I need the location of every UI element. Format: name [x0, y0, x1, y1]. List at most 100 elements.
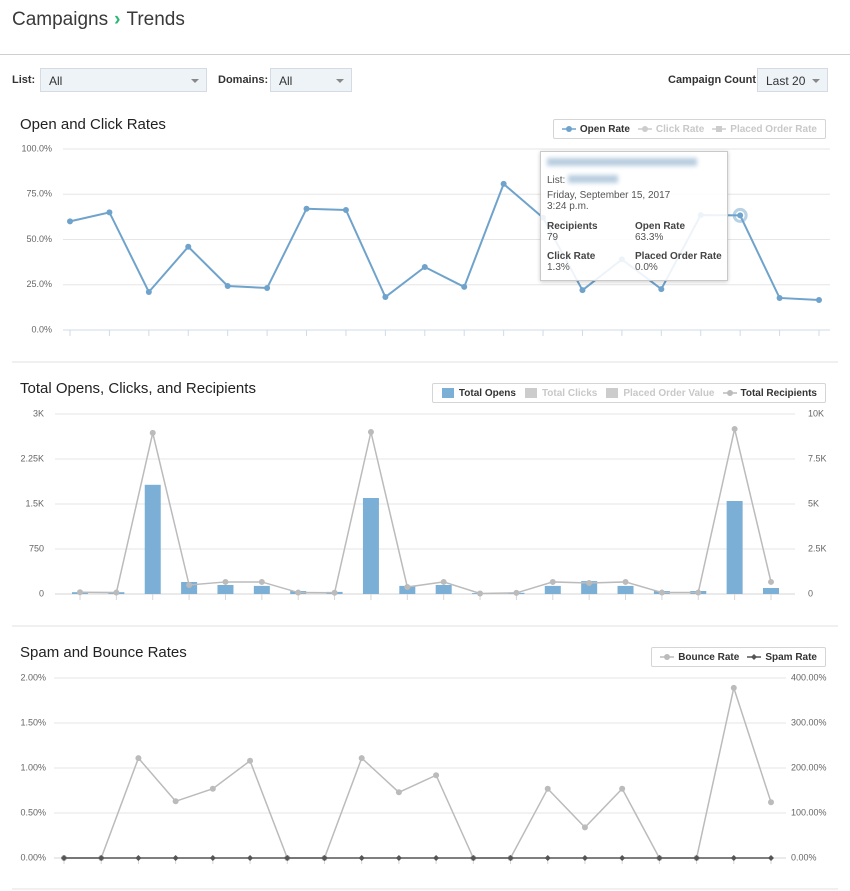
legend-marker: [747, 654, 762, 660]
point: [303, 205, 310, 212]
point: [77, 589, 83, 596]
filter-select[interactable]: All: [270, 68, 352, 92]
bar: [726, 501, 743, 594]
point: [619, 855, 626, 861]
breadcrumb-link[interactable]: Campaigns: [12, 9, 109, 30]
legend-item[interactable]: Total Recipients: [722, 387, 818, 399]
point: [768, 799, 774, 806]
point: [440, 578, 447, 585]
point: [731, 425, 738, 432]
filter-label: List:: [12, 74, 36, 86]
legend-item[interactable]: Spam Rate: [747, 652, 817, 663]
bar: [144, 484, 161, 594]
point: [816, 296, 822, 303]
point: [395, 789, 402, 796]
legend-item[interactable]: Click Rate: [637, 123, 705, 135]
legend-label: Open Rate: [579, 123, 630, 135]
y2-tick-label: 200.00%: [791, 762, 827, 772]
bar: [581, 581, 598, 594]
y-tick-label: 1.00%: [20, 762, 46, 772]
point: [768, 578, 774, 585]
point: [581, 824, 588, 831]
y-tick-label: 0.50%: [20, 807, 46, 817]
point: [98, 855, 105, 861]
point: [433, 772, 440, 779]
y-tick-label: 1.50%: [20, 717, 46, 727]
point: [209, 785, 216, 792]
legend-swatch: [441, 388, 454, 398]
point: [113, 589, 120, 596]
filter-label: Campaign Count:: [668, 74, 760, 86]
blurred-title: [547, 158, 697, 166]
tooltip-item: Click Rate 1.3%: [547, 251, 635, 273]
legend: Bounce Rate Spam Rate: [651, 647, 826, 667]
legend-item[interactable]: Placed Order Value: [605, 387, 715, 399]
y-tick-label: 100.0%: [21, 143, 52, 153]
point: [544, 785, 551, 792]
tooltip-date: Friday, September 15, 2017: [547, 190, 671, 201]
legend-label: Placed Order Value: [623, 387, 715, 399]
y2-tick-label: 400.00%: [791, 672, 827, 682]
y2-tick-label: 100.00%: [791, 807, 827, 817]
legend-label: Click Rate: [655, 123, 705, 135]
legend-marker: [524, 388, 537, 398]
point: [500, 180, 507, 187]
point: [224, 283, 231, 290]
y-tick-label: 750: [29, 543, 44, 553]
legend-item[interactable]: Total Opens: [441, 388, 516, 399]
legend-marker: [441, 388, 454, 398]
point: [477, 590, 484, 597]
point: [331, 589, 338, 596]
tooltip-item-value: 63.3%: [635, 232, 664, 243]
point: [61, 855, 67, 861]
tooltip-item: Placed Order Rate 0.0%: [635, 251, 723, 273]
legend-swatch: [606, 388, 619, 398]
point: [470, 855, 477, 861]
header-divider: [0, 54, 850, 55]
point: [135, 755, 142, 762]
legend-label: Placed Order Rate: [730, 123, 817, 135]
legend-item[interactable]: Bounce Rate: [660, 652, 739, 663]
y-tick-label: 2.25K: [20, 453, 44, 463]
tooltip-item-label: Click Rate: [547, 251, 596, 262]
filter-select[interactable]: Last 20: [757, 68, 828, 92]
point: [776, 294, 783, 301]
y-tick-label: 75.0%: [26, 189, 52, 199]
tooltip-grid: Recipients 79 Open Rate 63.3% Click Rate 1.3%…: [547, 221, 723, 273]
legend-label: Total Clicks: [541, 387, 598, 399]
filter-select[interactable]: All: [40, 68, 207, 92]
chevron: ›: [114, 9, 121, 30]
tooltip-item-value: 1.3%: [547, 262, 570, 273]
tooltip-item-label: Recipients: [547, 221, 598, 232]
legend-item[interactable]: Total Clicks: [524, 388, 597, 399]
legend-item[interactable]: Placed Order Rate: [712, 124, 817, 135]
point: [461, 283, 468, 290]
point: [549, 578, 556, 585]
point: [321, 855, 328, 861]
point: [358, 755, 365, 762]
y-tick-label: 25.0%: [26, 279, 52, 289]
point: [222, 578, 229, 585]
series-line: [64, 685, 772, 859]
y2-tick-label: 300.00%: [791, 717, 827, 727]
filter-label: Domains:: [218, 74, 269, 86]
legend-marker: [561, 126, 576, 132]
legend: Total Opens Total Clicks Placed Order Valu…: [431, 383, 826, 403]
point: [693, 855, 700, 861]
bar: [544, 585, 561, 594]
legend-label: Total Recipients: [740, 387, 818, 399]
tooltip-item-value: 0.0%: [635, 262, 658, 273]
point: [264, 285, 271, 292]
legend-item[interactable]: Open Rate: [561, 123, 630, 135]
point: [421, 264, 428, 271]
point: [185, 243, 192, 250]
point: [258, 578, 265, 585]
bar: [217, 585, 234, 594]
point: [186, 582, 193, 588]
point: [367, 429, 374, 435]
legend-dot: [751, 654, 758, 660]
point: [247, 855, 254, 861]
point: [145, 288, 152, 295]
point: [358, 855, 365, 861]
